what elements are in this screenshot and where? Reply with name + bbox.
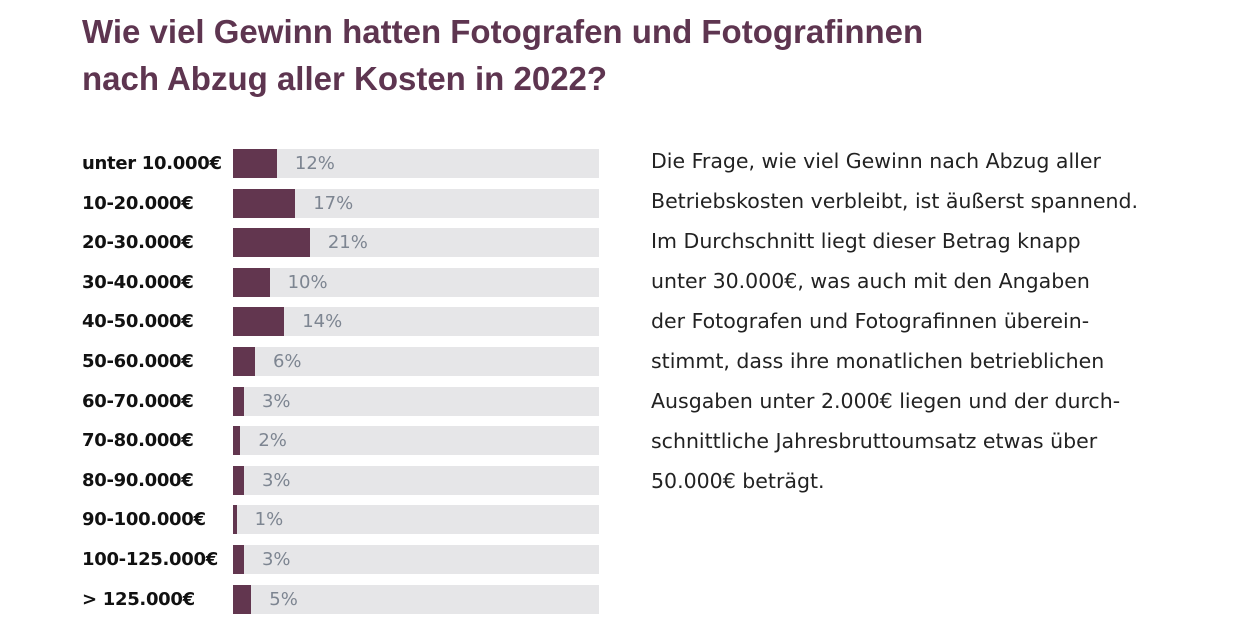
bar-track: 5% (233, 584, 599, 614)
category-label: > 125.000€ (82, 588, 195, 610)
bar (233, 465, 244, 495)
category-label: 10-20.000€ (82, 192, 194, 214)
description-line: der Fotografen und Fotografinnen überein… (651, 309, 1090, 333)
chart-title-line: nach Abzug aller Kosten in 2022? (82, 60, 608, 97)
bar-track: 21% (233, 228, 599, 258)
description-line: Betriebskosten verbleibt, ist äußerst sp… (651, 189, 1138, 213)
bar (233, 584, 252, 614)
value-label: 6% (272, 351, 302, 372)
bar-row: 10-20.000€ 17% (82, 188, 612, 218)
bar-row: 20-30.000€ 21% (82, 228, 612, 258)
category-label: 90-100.000€ (82, 509, 206, 531)
description-line: Ausgaben unter 2.000€ liegen und der dur… (651, 389, 1121, 413)
chart-title: Wie viel Gewinn hatten Fotografen und Fo… (82, 8, 923, 102)
bar (233, 307, 285, 337)
description-line: stimmt, dass ihre monatlichen betrieblic… (651, 349, 1105, 373)
bar-row: 70-80.000€ 2% (82, 426, 612, 456)
value-label: 3% (261, 469, 291, 491)
category-label: 80-90.000€ (82, 469, 194, 491)
category-label: 20-30.000€ (82, 232, 194, 254)
bar-track: 6% (233, 347, 599, 376)
value-label: 1% (254, 509, 284, 531)
bar (233, 505, 237, 535)
bar-track: 2% (233, 426, 599, 456)
bar-track: 10% (233, 267, 599, 297)
value-label: 12% (294, 153, 335, 174)
category-label: unter 10.000€ (82, 153, 222, 174)
bar-track: 3% (233, 545, 599, 574)
bar (233, 188, 296, 218)
value-label: 17% (313, 192, 354, 214)
bar-track: 12% (233, 149, 599, 178)
bar-track: 17% (233, 188, 599, 218)
bar (233, 426, 241, 456)
category-label: 100-125.000€ (82, 549, 218, 570)
description-line: 50.000€ beträgt. (651, 469, 825, 493)
category-label: 30-40.000€ (82, 271, 194, 293)
description-line: schnittliche Jahresbruttoumsatz etwas üb… (651, 429, 1098, 453)
bar (233, 267, 270, 297)
bar-row: 60-70.000€ 3% (82, 386, 612, 416)
bar (233, 228, 310, 258)
bar-row: 40-50.000€ 14% (82, 307, 612, 337)
chart-title-line: Wie viel Gewinn hatten Fotografen und Fo… (82, 13, 924, 50)
bar (233, 149, 277, 178)
value-label: 5% (269, 588, 298, 610)
description-line: Die Frage, wie viel Gewinn nach Abzug al… (651, 149, 1101, 173)
bar-row: 30-40.000€ 10% (82, 267, 612, 297)
value-label: 10% (287, 271, 328, 293)
bar-row: 80-90.000€ 3% (82, 465, 612, 495)
category-label: 60-70.000€ (82, 390, 194, 412)
category-label: 50-60.000€ (82, 351, 194, 372)
category-label: 40-50.000€ (82, 311, 194, 333)
bar-row: 100-125.000€ 3% (82, 545, 612, 574)
description-paragraph: Die Frage, wie viel Gewinn nach Abzug al… (651, 141, 1138, 501)
bar (233, 386, 244, 416)
bar-row: 50-60.000€ 6% (82, 347, 612, 376)
category-label: 70-80.000€ (82, 430, 194, 452)
bar-track: 3% (233, 465, 599, 495)
bar (233, 347, 255, 376)
value-label: 3% (261, 549, 291, 570)
bar-row: 90-100.000€ 1% (82, 505, 612, 535)
value-label: 3% (261, 390, 291, 412)
bar-track: 14% (233, 307, 599, 337)
description-line: unter 30.000€, was auch mit den Angaben (651, 269, 1090, 293)
bar-row: > 125.000€ 5% (82, 584, 612, 614)
bar-track: 1% (233, 505, 599, 535)
value-label: 2% (258, 430, 287, 452)
description-line: Im Durchschnitt liegt dieser Betrag knap… (651, 229, 1081, 253)
bar (233, 545, 244, 574)
bar-row: unter 10.000€ 12% (82, 149, 612, 178)
value-label: 21% (327, 232, 368, 254)
bar-track: 3% (233, 386, 599, 416)
value-label: 14% (302, 311, 343, 333)
